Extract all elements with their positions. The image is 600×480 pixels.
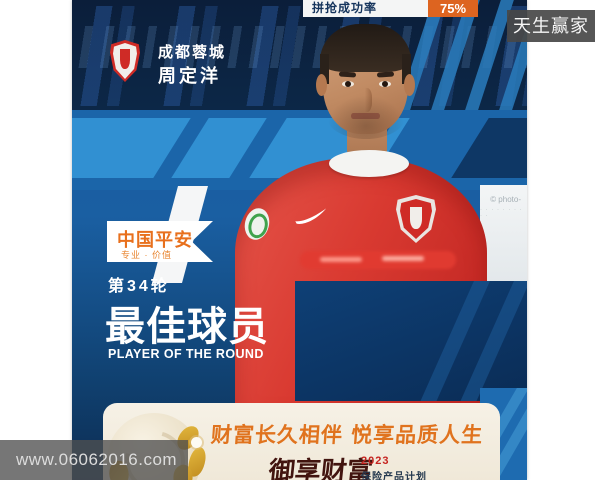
stat-row: 拼抢成功率 75% bbox=[303, 0, 478, 17]
photo-credit: © photo- bbox=[490, 195, 521, 204]
player-name: 周定洋 bbox=[158, 66, 221, 86]
ad-plan-label: 保险产品计划 bbox=[361, 472, 427, 480]
player-mouth bbox=[351, 113, 380, 119]
sponsor-logo-text: 中国平安 bbox=[117, 230, 193, 250]
round-label: 第34轮 bbox=[108, 278, 170, 295]
club-crest-inner bbox=[400, 199, 432, 239]
player-nose bbox=[360, 88, 372, 112]
photo-credit-marks bbox=[480, 207, 523, 219]
flower-icon bbox=[191, 437, 202, 448]
team-name: 成都蓉城 bbox=[158, 44, 227, 61]
award-poster: © photo- bbox=[72, 0, 527, 480]
player-hair bbox=[320, 24, 411, 84]
jersey-collar bbox=[329, 150, 409, 177]
slash-decoration bbox=[72, 118, 191, 178]
award-subtitle: PLAYER OF THE ROUND bbox=[108, 347, 264, 361]
stats-panel bbox=[295, 281, 527, 401]
sponsor-tagline: 专业 · 价值 bbox=[121, 250, 172, 260]
player-stubble-shading bbox=[327, 95, 405, 139]
award-title: 最佳球员 bbox=[105, 305, 269, 349]
sponsor-box: 中国平安 专业 · 价值 bbox=[107, 221, 213, 262]
watermark-top-right: 天生赢家 bbox=[507, 10, 595, 42]
player-ear bbox=[404, 74, 415, 96]
dark-slash-decoration bbox=[451, 118, 527, 178]
player-eye bbox=[342, 81, 354, 87]
studio-backdrop: © photo- bbox=[480, 185, 527, 282]
club-crest-icon bbox=[396, 195, 436, 243]
ad-headline: 财富长久相伴 悦享品质人生 bbox=[210, 422, 485, 447]
stat-label: 拼抢成功率 bbox=[303, 0, 428, 17]
slash-decoration bbox=[171, 118, 267, 178]
player-eye bbox=[379, 81, 391, 87]
censored-smear bbox=[300, 251, 456, 269]
nike-swoosh-icon bbox=[295, 208, 327, 224]
stat-value: 75% bbox=[428, 0, 478, 17]
ad-year-badge: 2023 bbox=[361, 455, 390, 467]
player-ear bbox=[316, 74, 327, 96]
ad-product-name: 御享财富 bbox=[267, 457, 375, 480]
watermark-bottom-left: www.06062016.com bbox=[0, 440, 188, 480]
